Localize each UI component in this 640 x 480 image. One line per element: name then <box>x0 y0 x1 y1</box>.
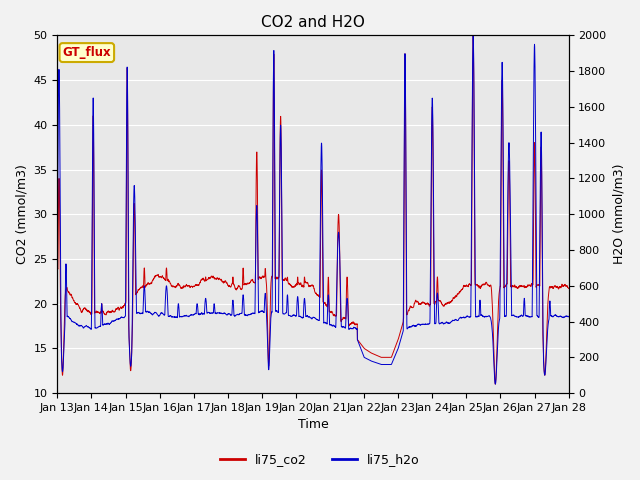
Y-axis label: H2O (mmol/m3): H2O (mmol/m3) <box>612 164 625 264</box>
Legend: li75_co2, li75_h2o: li75_co2, li75_h2o <box>215 448 425 471</box>
Y-axis label: CO2 (mmol/m3): CO2 (mmol/m3) <box>15 164 28 264</box>
Title: CO2 and H2O: CO2 and H2O <box>261 15 365 30</box>
Text: GT_flux: GT_flux <box>63 46 111 59</box>
X-axis label: Time: Time <box>298 419 328 432</box>
